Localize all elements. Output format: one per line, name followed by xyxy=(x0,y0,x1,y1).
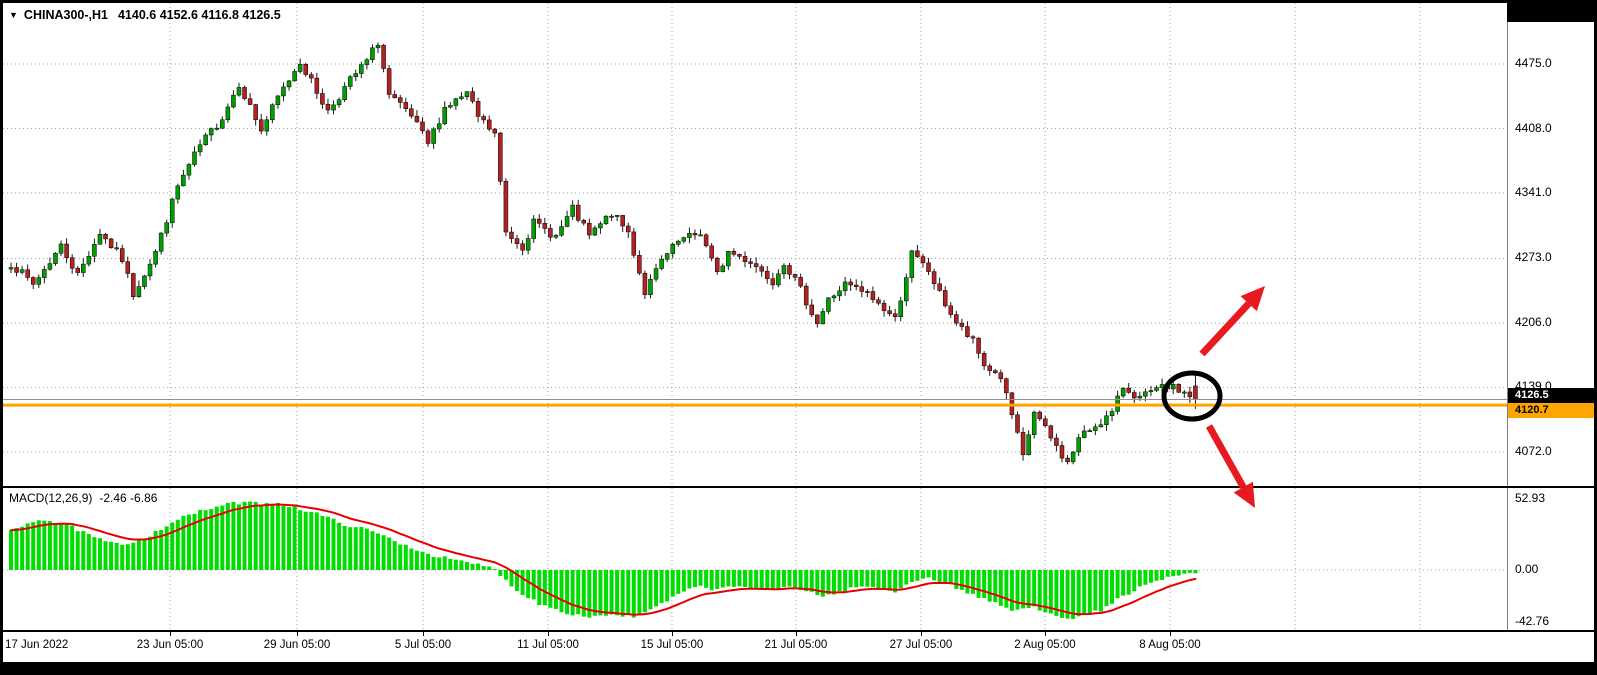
time-tick xyxy=(170,632,171,636)
macd-values: -2.46 -6.86 xyxy=(99,491,158,505)
hline-price-tag: 4120.7 xyxy=(1508,402,1594,418)
chart-window-inner: 4126.5 4120.7 4475.0 4408.0 4341.0 4273.0 42… xyxy=(3,3,1594,662)
time-tick xyxy=(423,632,424,636)
time-axis-label: 17 Jun 2022 xyxy=(5,639,69,651)
time-axis-label: 15 Jul 05:00 xyxy=(640,639,704,651)
bid-price-tag: 4126.5 xyxy=(1508,387,1594,403)
time-axis-label: 29 Jun 05:00 xyxy=(263,639,331,651)
price-tick-label: 4206.0 xyxy=(1515,314,1552,329)
macd-scale-label: 52.93 xyxy=(1515,491,1546,505)
symbol-info: ▼ CHINA300-,H1 4140.6 4152.6 4116.8 4126.5 xyxy=(9,8,281,22)
time-tick xyxy=(921,632,922,636)
symbol-name: CHINA300-,H1 xyxy=(23,8,108,22)
time-axis-label: 27 Jul 05:00 xyxy=(889,639,953,651)
macd-pane[interactable]: 52.93 0.00 -42.76 MACD(12,26,9) -2.46 -6.86 xyxy=(3,488,1594,630)
symbol-dropdown-icon: ▼ xyxy=(9,10,18,20)
candlestick-chart[interactable] xyxy=(3,3,1507,486)
time-tick xyxy=(1045,632,1046,636)
time-tick xyxy=(1170,632,1171,636)
macd-name: MACD(12,26,9) xyxy=(9,491,93,505)
price-tick-label: 4341.0 xyxy=(1515,185,1552,199)
time-tick xyxy=(297,632,298,636)
price-tick-label: 4408.0 xyxy=(1515,120,1552,135)
time-axis-label: 8 Aug 05:00 xyxy=(1139,639,1201,651)
time-axis-label: 5 Jul 05:00 xyxy=(394,639,452,651)
time-axis-label: 11 Jul 05:00 xyxy=(517,639,579,651)
scale-corner-box xyxy=(1507,3,1594,22)
price-scale[interactable]: 4126.5 4120.7 4475.0 4408.0 4341.0 4273.0 42… xyxy=(1507,3,1594,486)
macd-scale[interactable]: 52.93 0.00 -42.76 xyxy=(1507,488,1594,630)
price-tick-label: 4139.0 xyxy=(1515,379,1552,394)
price-tick-label: 4072.0 xyxy=(1515,444,1552,458)
price-tick-label: 4273.0 xyxy=(1515,250,1552,265)
time-axis-label: 21 Jul 05:00 xyxy=(764,639,828,651)
macd-scale-label: -42.76 xyxy=(1515,614,1550,628)
ohlc-values: 4140.6 4152.6 4116.8 4126.5 xyxy=(117,8,281,22)
time-tick xyxy=(796,632,797,636)
time-axis-label: 23 Jun 05:00 xyxy=(136,639,204,651)
pane-separator[interactable] xyxy=(3,486,1594,488)
time-tick xyxy=(672,632,673,636)
time-tick xyxy=(548,632,549,636)
time-axis[interactable]: 17 Jun 2022 23 Jun 05:00 29 Jun 05:00 5 Jul… xyxy=(3,632,1594,662)
macd-scale-label: 0.00 xyxy=(1515,562,1539,576)
pane-separator-2 xyxy=(3,630,1594,632)
macd-indicator-label: MACD(12,26,9) -2.46 -6.86 xyxy=(9,491,157,505)
macd-indicator-chart[interactable] xyxy=(3,488,1507,630)
time-axis-label: 2 Aug 05:00 xyxy=(1014,639,1076,651)
main-chart-pane[interactable]: 4126.5 4120.7 4475.0 4408.0 4341.0 4273.0 42… xyxy=(3,3,1594,486)
price-tick-label: 4475.0 xyxy=(1515,56,1552,70)
